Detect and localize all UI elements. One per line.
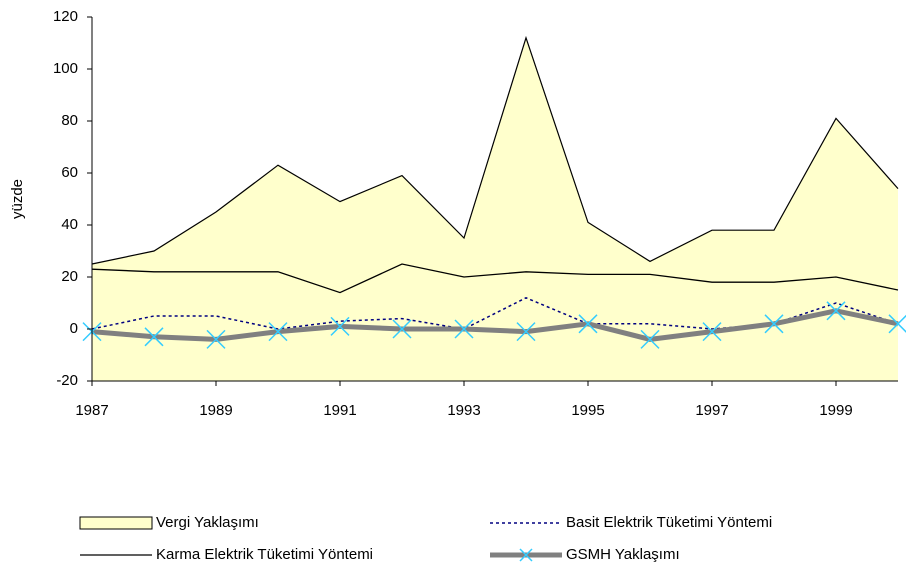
marker <box>888 314 906 334</box>
x-tick-label: 1999 <box>819 402 852 419</box>
marker <box>454 319 474 339</box>
marker <box>268 322 288 342</box>
marker <box>640 329 660 349</box>
marker <box>764 314 784 334</box>
legend-label: GSMH Yaklaşımı <box>566 546 680 563</box>
line <box>91 263 899 294</box>
marker <box>578 314 598 334</box>
y-tick-label: 20 <box>61 268 78 285</box>
marker <box>330 316 350 336</box>
marker <box>516 322 536 342</box>
y-axis-label: yüzde <box>9 179 26 219</box>
marker <box>702 322 722 342</box>
legend-label: Basit Elektrik Tüketimi Yöntemi <box>566 514 772 531</box>
x-tick-label: 1995 <box>571 402 604 419</box>
area <box>92 37 898 382</box>
marker <box>392 319 412 339</box>
y-tick-label: 120 <box>53 8 78 25</box>
x-tick-label: 1989 <box>199 402 232 419</box>
legend-marker <box>519 548 533 562</box>
x-tick-label: 1987 <box>75 402 108 419</box>
line <box>91 308 899 342</box>
y-tick-label: 60 <box>61 164 78 181</box>
legend-label: Karma Elektrik Tüketimi Yöntemi <box>156 546 373 563</box>
y-tick-label: 80 <box>61 112 78 129</box>
x-tick-label: 1993 <box>447 402 480 419</box>
x-tick-label: 1997 <box>695 402 728 419</box>
area-outline <box>91 35 899 265</box>
y-tick-label: -20 <box>56 372 78 389</box>
legend-swatch <box>79 516 153 530</box>
marker <box>144 327 164 347</box>
y-tick-label: 0 <box>70 320 78 337</box>
marker <box>826 301 846 321</box>
y-tick-label: 100 <box>53 60 78 77</box>
x-tick-label: 1991 <box>323 402 356 419</box>
legend-label: Vergi Yaklaşımı <box>156 514 259 531</box>
line <box>91 296 899 330</box>
y-tick-label: 40 <box>61 216 78 233</box>
marker <box>206 329 226 349</box>
